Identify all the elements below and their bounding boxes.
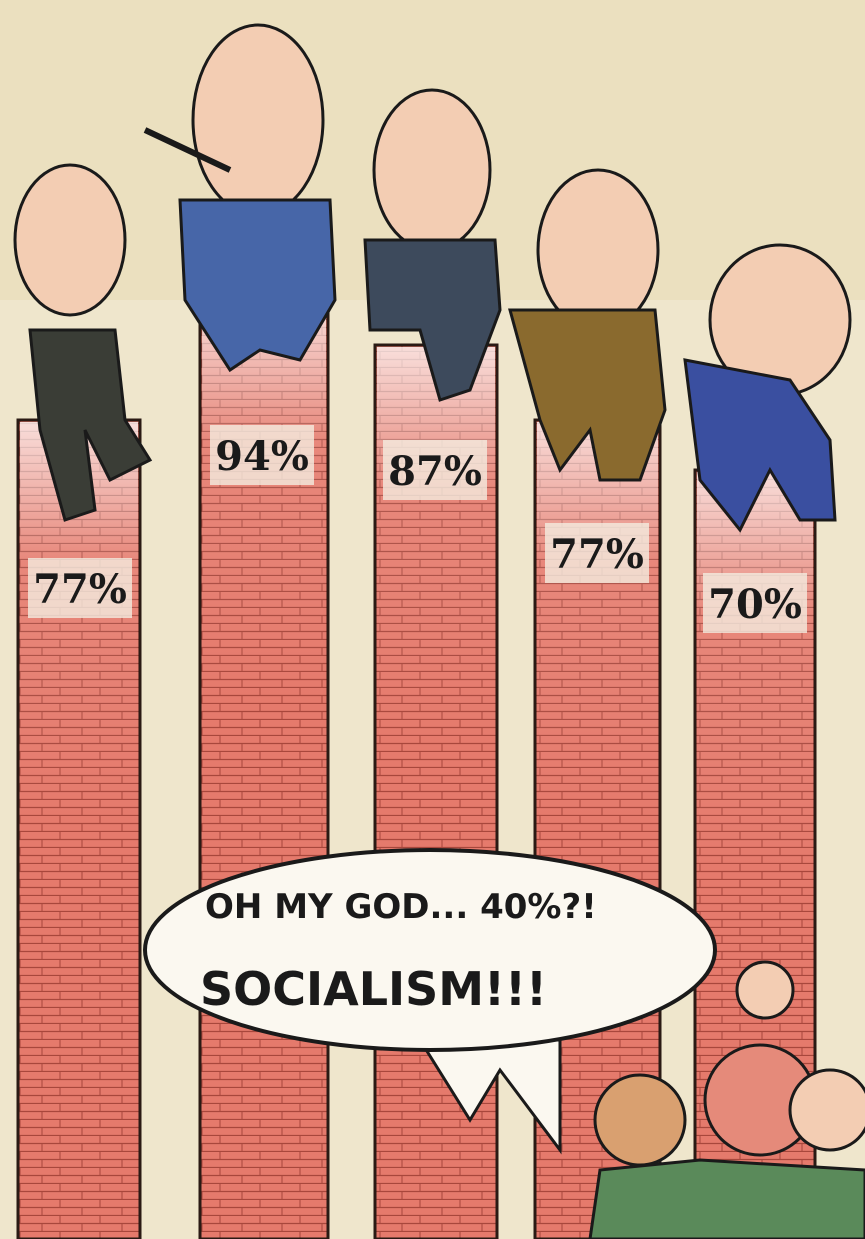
body: [28, 328, 153, 522]
head: [536, 168, 660, 332]
body: [363, 238, 502, 402]
crowd: [588, 960, 865, 1239]
label-bg: [545, 523, 649, 583]
crowd-bodies: [588, 1158, 865, 1239]
body: [683, 358, 837, 533]
highlight: [537, 422, 658, 822]
bar-labels: 77% 94% 87% 77% 70%: [28, 425, 807, 633]
bar-label: 77%: [550, 531, 644, 578]
bar-label: 77%: [33, 566, 127, 613]
head: [372, 88, 492, 252]
figures: [13, 23, 852, 533]
label-bg: [703, 573, 807, 633]
person: [788, 1068, 865, 1152]
person: [593, 1073, 687, 1167]
bubble: [143, 848, 717, 1052]
person: [735, 960, 795, 1020]
bar-label: 94%: [215, 433, 309, 480]
label-bg: [28, 558, 132, 618]
body: [178, 198, 337, 373]
highlight: [697, 472, 813, 872]
bubble-line: OH MY GOD... 40%?!: [205, 887, 597, 927]
head: [191, 23, 325, 217]
bar-label: 70%: [708, 581, 802, 628]
cigar: [143, 127, 232, 173]
bubble-line: SOCIALISM!!!: [200, 962, 547, 1016]
speech-bubble: OH MY GOD... 40%?! SOCIALISM!!!: [143, 848, 717, 1155]
label-bg: [383, 440, 487, 500]
head: [13, 163, 127, 317]
highlight: [377, 347, 495, 747]
label-bg: [210, 425, 314, 485]
bar-label: 87%: [388, 448, 482, 495]
body: [508, 308, 667, 482]
bar-highlights: [20, 302, 813, 872]
highlight: [202, 302, 326, 702]
